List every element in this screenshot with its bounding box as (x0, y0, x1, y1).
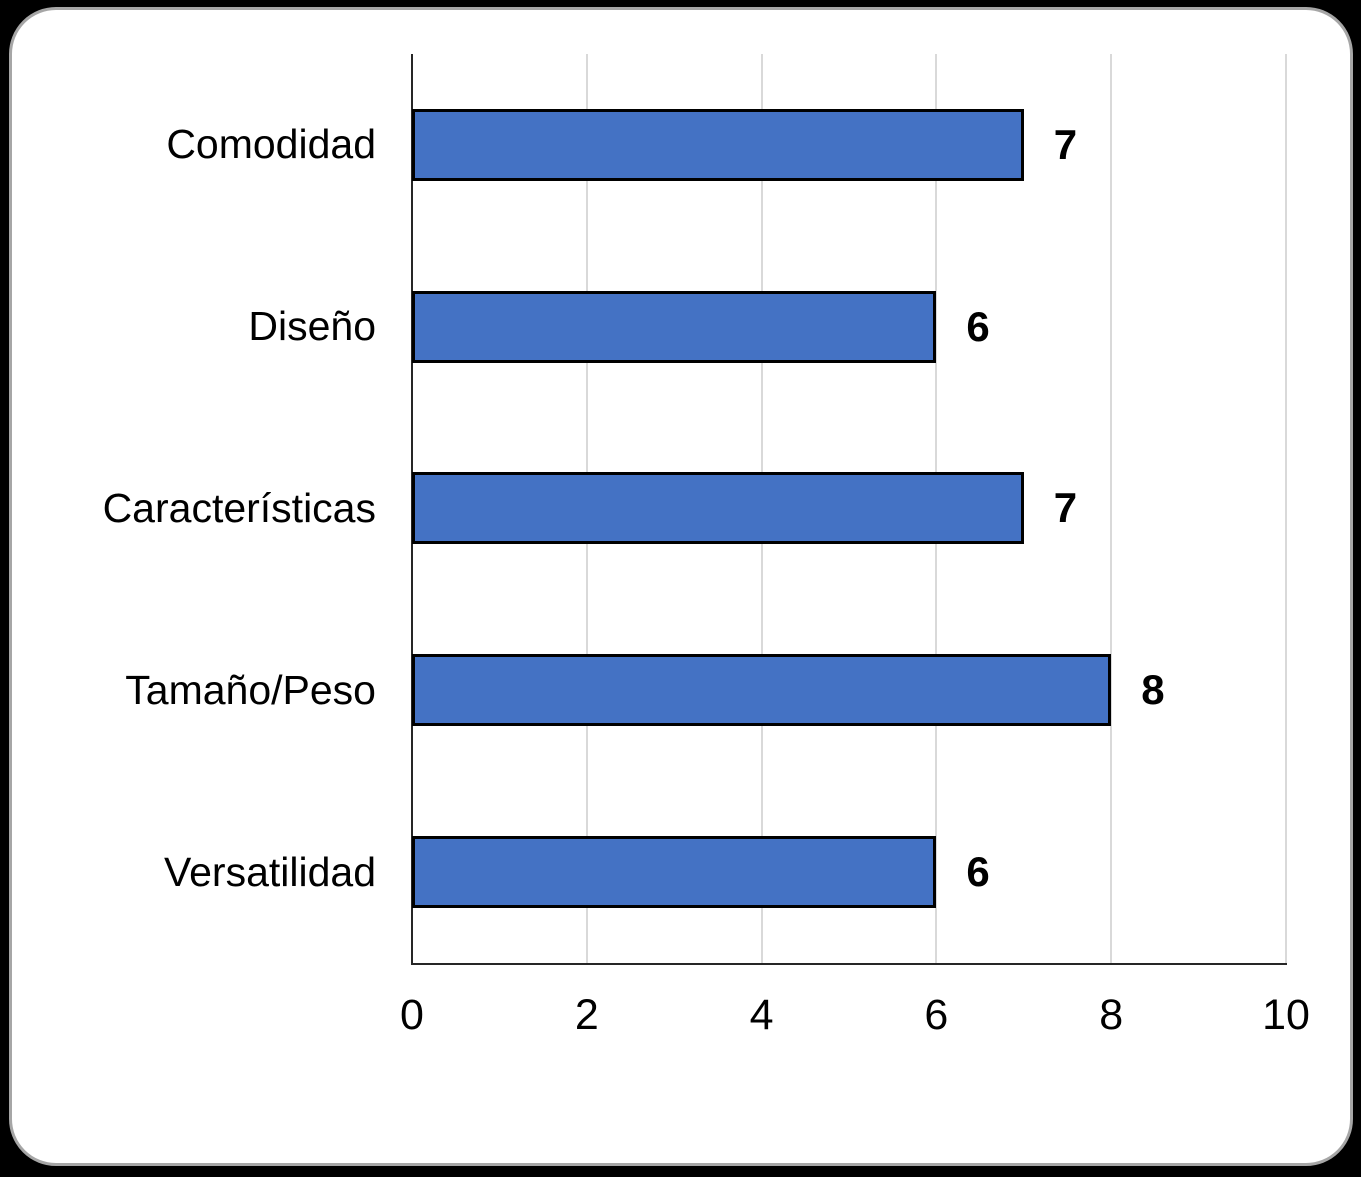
x-tick-label: 6 (924, 991, 949, 1039)
bar (412, 836, 937, 909)
bar-row: 6 (412, 781, 1286, 963)
bar-row: 8 (412, 599, 1286, 781)
bar-row: 7 (412, 418, 1286, 600)
bar (412, 472, 1024, 545)
chart-card (9, 7, 1353, 1166)
bar-row: 6 (412, 236, 1286, 418)
x-tick-label: 4 (749, 991, 774, 1039)
plot-area: 7 6 7 8 6 (411, 54, 1287, 965)
x-tick-label: 0 (400, 991, 424, 1039)
bar (412, 290, 937, 363)
x-tick-label: 8 (1099, 991, 1124, 1039)
value-label: 8 (1141, 666, 1165, 714)
value-label: 7 (1053, 120, 1078, 168)
category-label: Características (102, 484, 376, 531)
category-label: Versatilidad (164, 848, 376, 895)
x-tick-label: 2 (574, 991, 599, 1039)
x-tick-label: 10 (1262, 991, 1310, 1039)
value-label: 6 (966, 302, 990, 350)
category-label: Diseño (248, 303, 376, 350)
value-label: 7 (1053, 484, 1078, 532)
category-label: Tamaño/Peso (125, 666, 376, 713)
bar-row: 7 (412, 54, 1286, 236)
bar (412, 108, 1024, 181)
gridline (1285, 54, 1287, 963)
bar (412, 654, 1112, 727)
category-label: Comodidad (166, 121, 376, 168)
gridline (1110, 54, 1113, 963)
x-axis-line (411, 963, 1287, 965)
value-label: 6 (966, 848, 990, 896)
